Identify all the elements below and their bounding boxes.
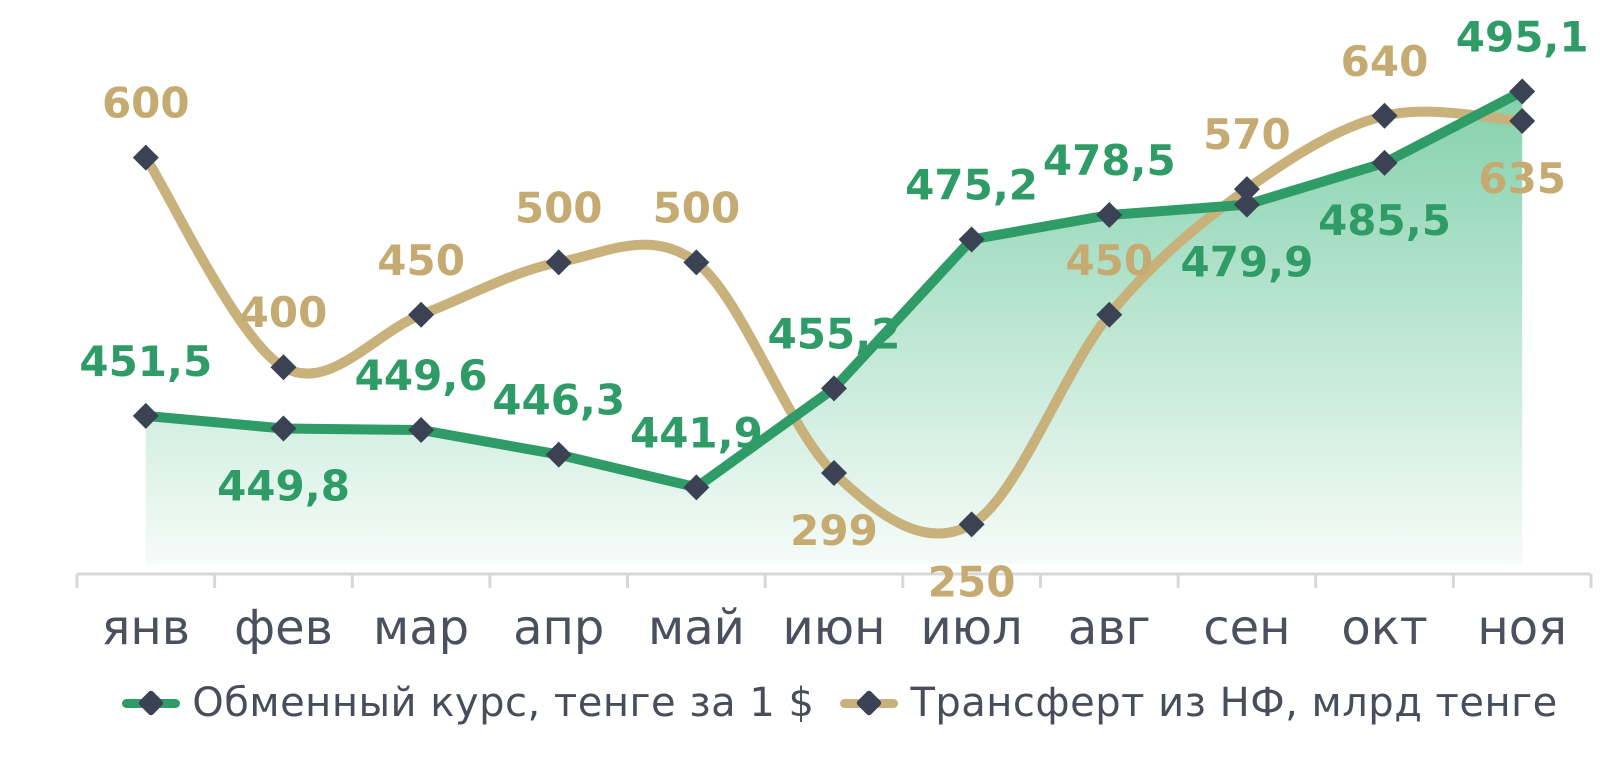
chart-legend: Обменный курс, тенге за 1 $ Трансферт из… <box>40 680 1600 726</box>
exchange-rate-value-label: 451,5 <box>79 337 212 386</box>
transfer-value-label: 570 <box>1203 110 1291 159</box>
transfer-value-label: 450 <box>377 236 465 285</box>
exchange-rate-marker <box>1233 191 1260 218</box>
exchange-rate-value-label: 449,6 <box>355 351 488 400</box>
x-axis-label: июл <box>920 600 1022 656</box>
exchange-rate-value-label: 446,3 <box>492 376 625 425</box>
transfer-value-label: 600 <box>102 79 190 128</box>
diamond-marker-icon <box>137 689 165 717</box>
exchange-rate-marker <box>683 474 710 501</box>
exchange-rate-marker <box>270 415 297 442</box>
transfer-value-label: 400 <box>240 288 328 337</box>
exchange-rate-marker <box>545 441 572 468</box>
exchange-rate-marker <box>408 417 435 444</box>
transfer-value-label: 635 <box>1478 154 1566 203</box>
legend-item-exchange-rate: Обменный курс, тенге за 1 $ <box>122 680 814 726</box>
transfer-marker <box>270 354 297 381</box>
exchange-rate-line-swatch <box>122 689 181 717</box>
transfer-value-label: 299 <box>790 506 878 555</box>
x-axis-label: апр <box>513 600 604 656</box>
x-axis-label: ноя <box>1477 600 1567 656</box>
x-axis-label: май <box>648 600 745 656</box>
exchange-rate-marker <box>1096 201 1123 228</box>
transfer-marker <box>545 249 572 276</box>
exchange-rate-value-label: 485,5 <box>1318 196 1451 245</box>
exchange-rate-marker <box>132 402 159 429</box>
exchange-rate-marker <box>1509 78 1536 105</box>
exchange-rate-marker <box>821 375 847 402</box>
transfer-marker <box>683 249 710 276</box>
transfer-value-label: 640 <box>1341 37 1429 86</box>
diamond-marker-icon <box>856 689 883 717</box>
transfer-marker <box>1371 102 1398 129</box>
exchange-rate-marker <box>1371 149 1398 176</box>
transfer-marker <box>408 301 435 328</box>
exchange-rate-transfer-chart: 451,5 449,8 449,6 446,3 441,9 455,2 475,2 478,5… <box>40 16 1600 768</box>
transfer-legend-label: Трансферт из НФ, млрд тенге <box>910 680 1558 726</box>
x-axis-label: авг <box>1068 600 1151 656</box>
x-axis-label: фев <box>234 600 333 656</box>
exchange-rate-marker <box>958 226 985 253</box>
transfer-value-label: 250 <box>928 557 1016 606</box>
transfer-value-label: 500 <box>515 183 603 232</box>
transfer-value-label: 500 <box>653 183 741 232</box>
x-axis-label: июн <box>783 600 886 656</box>
exchange-rate-legend-label: Обменный курс, тенге за 1 $ <box>192 680 815 726</box>
exchange-rate-value-label: 475,2 <box>905 161 1038 210</box>
exchange-rate-value-label: 495,1 <box>1456 16 1589 62</box>
transfer-line-swatch <box>840 689 899 717</box>
transfer-marker <box>1233 176 1260 203</box>
exchange-rate-value-label: 478,5 <box>1043 136 1176 185</box>
transfer-marker <box>132 144 159 171</box>
exchange-rate-value-label: 449,8 <box>217 462 350 511</box>
x-axis-label: сен <box>1203 600 1290 656</box>
transfer-marker <box>1096 301 1123 328</box>
legend-item-transfer: Трансферт из НФ, млрд тенге <box>840 680 1557 726</box>
x-axis-label: янв <box>102 600 191 656</box>
x-axis-label: мар <box>373 600 469 656</box>
transfer-marker <box>821 460 847 486</box>
x-axis-label: окт <box>1341 600 1427 656</box>
exchange-rate-value-label: 455,2 <box>768 309 901 358</box>
exchange-rate-value-label: 479,9 <box>1180 238 1313 287</box>
transfer-marker <box>1509 108 1536 134</box>
transfer-value-label: 450 <box>1065 236 1153 285</box>
exchange-rate-value-label: 441,9 <box>630 408 763 457</box>
